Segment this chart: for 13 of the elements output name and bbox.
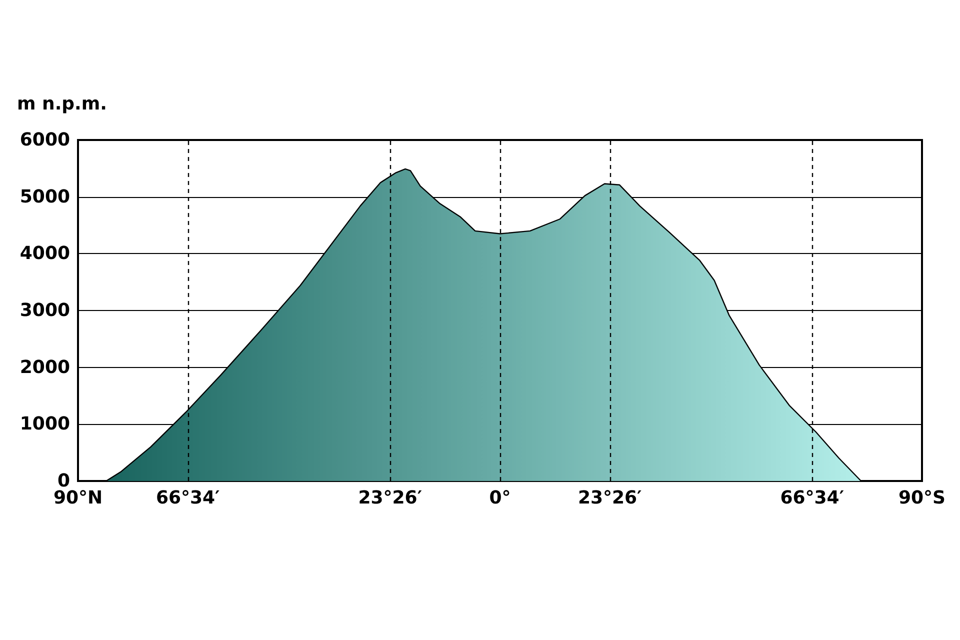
x-tick-label: 66°34′ [780, 488, 844, 508]
y-tick-label: 4000 [20, 243, 70, 264]
y-tick-label: 5000 [20, 186, 70, 208]
x-tick-label: 66°34′ [156, 488, 220, 508]
x-tick-label: 0° [489, 488, 511, 508]
y-tick-label: 6000 [20, 130, 70, 150]
y-tick-label: 1000 [20, 414, 70, 435]
y-axis-title: m n.p.m. [17, 94, 107, 114]
y-tick-label: 2000 [20, 356, 70, 378]
x-tick-label: 23°26′ [578, 488, 642, 508]
x-tick-label: 23°26′ [358, 488, 422, 508]
x-tick-label: 90°S [898, 488, 946, 508]
y-tick-label: 3000 [20, 300, 70, 321]
